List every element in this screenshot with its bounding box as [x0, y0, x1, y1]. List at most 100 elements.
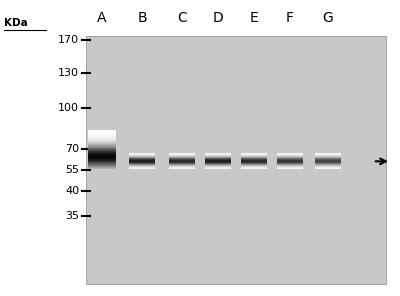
Bar [169, 156, 195, 157]
Bar [88, 165, 116, 166]
Bar [205, 160, 231, 161]
Bar [205, 167, 231, 168]
Bar [315, 163, 341, 164]
Bar [88, 159, 116, 160]
Bar [241, 158, 267, 159]
Bar [169, 155, 195, 156]
Bar [277, 161, 303, 162]
Bar [88, 151, 116, 152]
Bar [277, 157, 303, 158]
Bar [315, 161, 341, 162]
Bar [205, 167, 231, 168]
Bar [88, 135, 116, 136]
Bar [129, 161, 155, 162]
Bar [169, 154, 195, 155]
Bar [129, 159, 155, 160]
Bar [315, 155, 341, 156]
Bar [315, 154, 341, 155]
Bar [88, 137, 116, 138]
Bar [277, 160, 303, 161]
Bar [241, 154, 267, 155]
Bar [241, 161, 267, 162]
Bar [129, 168, 155, 169]
Text: 130: 130 [58, 67, 79, 78]
Text: 35: 35 [65, 211, 79, 221]
Bar [205, 164, 231, 165]
Bar [88, 142, 116, 143]
Bar [88, 143, 116, 144]
Bar [88, 166, 116, 167]
Bar [129, 163, 155, 164]
Bar [277, 158, 303, 159]
Bar [169, 160, 195, 161]
Bar [88, 153, 116, 154]
Bar [88, 136, 116, 137]
Bar [315, 157, 341, 158]
Bar [205, 157, 231, 158]
Bar [241, 167, 267, 168]
Bar [315, 167, 341, 168]
Text: F: F [286, 11, 294, 25]
Bar [129, 156, 155, 157]
Bar [277, 163, 303, 164]
Text: A: A [97, 11, 107, 25]
Bar [315, 162, 341, 163]
Bar [88, 138, 116, 139]
Bar [315, 159, 341, 160]
Bar [129, 160, 155, 161]
Bar [88, 131, 116, 132]
Bar [129, 164, 155, 165]
Bar [315, 168, 341, 169]
Bar [205, 153, 231, 154]
Bar [88, 134, 116, 135]
Bar [169, 168, 195, 169]
Bar [205, 155, 231, 156]
Bar [88, 148, 116, 149]
Bar [277, 155, 303, 156]
Bar [169, 159, 195, 160]
Bar [277, 157, 303, 158]
Text: 55: 55 [65, 165, 79, 175]
Bar [88, 150, 116, 151]
Bar [277, 162, 303, 163]
Bar [241, 163, 267, 164]
Bar [205, 161, 231, 162]
Text: 40: 40 [65, 186, 79, 196]
Bar [129, 157, 155, 158]
Bar [205, 155, 231, 156]
Bar [241, 155, 267, 156]
Bar [88, 136, 116, 137]
Bar [88, 141, 116, 142]
Bar [88, 161, 116, 162]
Bar [277, 168, 303, 169]
Bar [277, 166, 303, 167]
Bar [88, 130, 116, 131]
Bar [169, 157, 195, 158]
Bar [88, 156, 116, 157]
Bar [129, 167, 155, 168]
Bar [241, 165, 267, 166]
Bar [88, 155, 116, 156]
Bar [241, 156, 267, 157]
Bar [205, 168, 231, 169]
Text: G: G [323, 11, 333, 25]
Bar [88, 139, 116, 140]
Bar [88, 133, 116, 134]
Bar [129, 162, 155, 163]
Bar [205, 158, 231, 159]
Text: B: B [137, 11, 147, 25]
Bar [205, 162, 231, 163]
Bar [129, 155, 155, 156]
Bar [241, 157, 267, 158]
Bar [169, 154, 195, 155]
Bar [169, 164, 195, 165]
Bar [205, 166, 231, 167]
Bar [241, 160, 267, 161]
Bar [169, 153, 195, 154]
Bar [88, 144, 116, 145]
Bar [88, 160, 116, 161]
Bar [88, 168, 116, 169]
Bar [169, 167, 195, 168]
Text: D: D [213, 11, 223, 25]
Bar [205, 159, 231, 160]
